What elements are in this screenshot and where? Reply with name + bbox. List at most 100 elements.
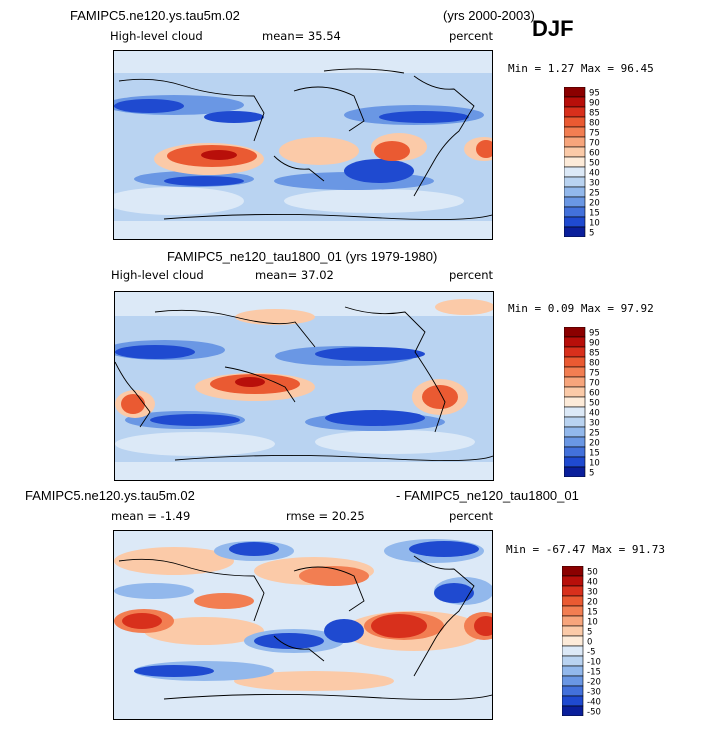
colorbar-swatch: [563, 146, 586, 158]
colorbar-swatch: [561, 675, 584, 687]
colorbar-swatch: [563, 226, 586, 238]
colorbar-swatch: [563, 426, 586, 438]
colorbar-tick-label: 25: [589, 189, 600, 199]
panel1-title-left: FAMIPC5.ne120.ys.tau5m.02: [70, 8, 240, 23]
panel3-units: percent: [449, 509, 494, 523]
colorbar-swatch: [561, 585, 584, 597]
colorbar-tick-label: 5: [589, 229, 594, 238]
panel3-minmax: Min = -67.47 Max = 91.73: [506, 543, 665, 556]
colorbar-swatch: [563, 136, 586, 148]
colorbar-swatch: [563, 376, 586, 388]
colorbar-tick-label: 75: [589, 129, 600, 139]
colorbar-tick-label: 20: [589, 199, 600, 209]
colorbar-tick-label: 15: [589, 209, 600, 219]
colorbar-tick-label: 40: [587, 578, 598, 588]
colorbar-tick-label: 50: [587, 568, 598, 578]
colorbar-swatch: [563, 336, 586, 348]
colorbar-tick-label: 80: [589, 119, 600, 129]
colorbar-swatch: [563, 366, 586, 378]
colorbar-tick-label: 20: [587, 598, 598, 608]
colorbar-tick-label: 40: [589, 409, 600, 419]
colorbar-swatch: [561, 615, 584, 627]
colorbar-swatch: [561, 685, 584, 697]
panel2-minmax: Min = 0.09 Max = 97.92: [508, 302, 654, 315]
panel1-heatmap: [114, 51, 492, 239]
colorbar-swatch: [563, 186, 586, 198]
colorbar-tick-label: 75: [589, 369, 600, 379]
panel3-map: [113, 530, 493, 720]
panel3-colorbar: 50 40 30 20 15 10 5 0 -5 -10 -15 -20 -30 -40 -50: [561, 565, 612, 721]
colorbar-swatch: [563, 456, 586, 468]
colorbar-tick-label: 60: [589, 389, 600, 399]
colorbar-tick-label: 10: [589, 459, 600, 469]
panel2-heatmap: [115, 292, 493, 480]
colorbar-tick-label: -20: [587, 678, 601, 688]
panel2-title: FAMIPC5_ne120_tau1800_01 (yrs 1979-1980): [167, 249, 438, 264]
colorbar-swatch: [563, 466, 586, 478]
colorbar-swatch: [563, 346, 586, 358]
colorbar-tick-label: -10: [587, 658, 601, 668]
panel3-title-left: FAMIPC5.ne120.ys.tau5m.02: [25, 488, 195, 503]
colorbar-swatch: [563, 156, 586, 168]
colorbar-swatch: [561, 695, 584, 707]
colorbar-swatch: [563, 436, 586, 448]
season-label: DJF: [532, 16, 574, 41]
colorbar-swatch: [561, 665, 584, 677]
colorbar-tick-label: 20: [589, 439, 600, 449]
colorbar-tick-label: 95: [589, 89, 600, 99]
colorbar-swatch: [563, 96, 586, 108]
colorbar-tick-label: 0: [587, 638, 592, 648]
colorbar-tick-label: 50: [589, 399, 600, 409]
colorbar-swatch: [563, 216, 586, 228]
colorbar-tick-label: 85: [589, 109, 600, 119]
colorbar-swatch: [561, 595, 584, 607]
colorbar-tick-label: 30: [589, 179, 600, 189]
colorbar-tick-label: 5: [587, 628, 592, 638]
colorbar-tick-label: 70: [589, 379, 600, 389]
colorbar-tick-label: 85: [589, 349, 600, 359]
colorbar-tick-label: 90: [589, 99, 600, 109]
colorbar-swatch: [561, 635, 584, 647]
colorbar-tick-label: 10: [589, 219, 600, 229]
colorbar-tick-label: -30: [587, 688, 601, 698]
colorbar-tick-label: -40: [587, 698, 601, 708]
colorbar-swatch: [563, 416, 586, 428]
colorbar-swatch: [563, 86, 586, 98]
colorbar-swatch: [561, 645, 584, 657]
panel1-variable: High-level cloud: [110, 29, 203, 43]
colorbar-tick-label: 10: [587, 618, 598, 628]
colorbar-swatch: [561, 655, 584, 667]
colorbar-swatch: [561, 705, 584, 717]
panel2-units: percent: [449, 268, 494, 282]
colorbar-swatch: [563, 396, 586, 408]
colorbar-swatch: [563, 326, 586, 338]
colorbar-tick-label: 95: [589, 329, 600, 339]
colorbar-swatch: [563, 386, 586, 398]
colorbar-tick-label: -15: [587, 668, 601, 678]
panel2-map: [114, 291, 494, 481]
colorbar-swatch: [563, 176, 586, 188]
colorbar-tick-label: 30: [587, 588, 598, 598]
colorbar-swatch: [563, 196, 586, 208]
colorbar-tick-label: -50: [587, 708, 601, 717]
colorbar-swatch: [561, 575, 584, 587]
colorbar-swatch: [563, 116, 586, 128]
colorbar-tick-label: 90: [589, 339, 600, 349]
colorbar-tick-label: 15: [589, 449, 600, 459]
colorbar-tick-label: 15: [587, 608, 598, 618]
panel1-colorbar: 95 90 85 80 75 70 60 50 40 30 25 20 15 10 5: [563, 86, 614, 242]
colorbar-tick-label: -5: [587, 648, 595, 658]
colorbar-swatch: [563, 206, 586, 218]
colorbar-swatch: [563, 446, 586, 458]
colorbar-tick-label: 60: [589, 149, 600, 159]
panel2-mean: mean= 37.02: [255, 268, 334, 282]
colorbar-tick-label: 40: [589, 169, 600, 179]
colorbar-swatch: [563, 356, 586, 368]
colorbar-tick-label: 70: [589, 139, 600, 149]
colorbar-swatch: [561, 605, 584, 617]
colorbar-tick-label: 25: [589, 429, 600, 439]
panel1-minmax: Min = 1.27 Max = 96.45: [508, 62, 654, 75]
panel3-title-right: - FAMIPC5_ne120_tau1800_01: [396, 488, 579, 503]
